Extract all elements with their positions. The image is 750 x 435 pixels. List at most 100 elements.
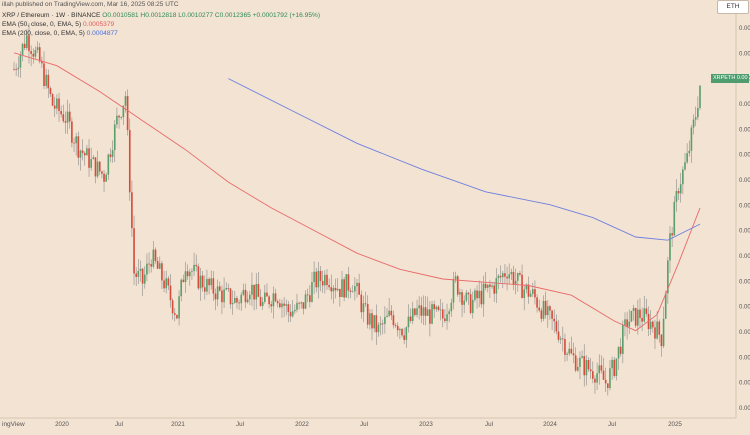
candle-down xyxy=(561,338,564,340)
candle-up xyxy=(686,153,688,163)
candle-down xyxy=(476,290,478,299)
candle-up xyxy=(242,289,245,295)
candle-down xyxy=(103,173,105,182)
y-tick-label: 0.000 xyxy=(739,279,750,285)
candle-down xyxy=(43,63,45,86)
candle-up xyxy=(304,294,307,309)
candle-down xyxy=(396,325,399,331)
candle-down xyxy=(658,321,661,335)
candle-up xyxy=(463,300,466,305)
candle-up xyxy=(622,325,624,354)
candle-up xyxy=(379,323,382,325)
candle-down xyxy=(469,294,472,314)
candle-down xyxy=(244,289,247,303)
legend-ema50[interactable]: EMA (50, close, 0, EMA, 5) 0.0005379 xyxy=(2,21,320,30)
x-tick-label: 2021 xyxy=(171,421,185,428)
candle-down xyxy=(13,68,15,70)
candle-up xyxy=(92,157,95,160)
publish-banner: illah published on TradingView.com, Mar … xyxy=(2,1,179,8)
candle-up xyxy=(264,292,266,302)
candle-up xyxy=(332,287,335,292)
candle-down xyxy=(441,309,444,319)
candle-down xyxy=(289,312,292,317)
legend-ema200[interactable]: EMA (200, close, 0, EMA, 5) 0.0004877 xyxy=(2,30,320,39)
candle-down xyxy=(654,327,656,339)
candle-down xyxy=(409,316,412,322)
candle-up xyxy=(411,308,414,322)
quote-currency-tag[interactable]: ETH xyxy=(717,0,749,14)
candle-down xyxy=(461,292,463,305)
candle-down xyxy=(279,303,281,308)
candle-up xyxy=(508,274,511,279)
candle-down xyxy=(47,74,50,89)
candle-down xyxy=(339,288,341,298)
candle-up xyxy=(699,85,701,108)
candle-up xyxy=(111,150,114,157)
candle-down xyxy=(619,346,622,354)
candle-up xyxy=(679,184,682,194)
candle-down xyxy=(604,379,607,384)
candle-up xyxy=(199,275,202,289)
candle-up xyxy=(682,169,684,185)
candle-down xyxy=(60,111,62,115)
x-tick-label: 2022 xyxy=(295,421,309,428)
candle-up xyxy=(354,286,356,292)
candle-down xyxy=(504,273,506,277)
y-tick-label: 0.000 xyxy=(739,229,750,235)
candle-down xyxy=(480,290,483,305)
candle-down xyxy=(98,161,101,172)
candle-down xyxy=(218,286,221,291)
candle-up xyxy=(656,321,658,339)
candle-down xyxy=(154,249,157,262)
candle-down xyxy=(186,271,189,277)
candle-up xyxy=(523,289,526,299)
candle-down xyxy=(266,292,268,297)
candle-up xyxy=(516,273,519,281)
candle-down xyxy=(15,69,17,70)
candle-down xyxy=(167,278,170,286)
candle-down xyxy=(49,88,52,95)
candle-up xyxy=(416,308,418,315)
candle-up xyxy=(261,301,264,306)
legend-symbol-line: XRP / Ethereum · 1W · BINANCE O0.0010581… xyxy=(2,12,320,21)
symbol-label: XRP / Ethereum · 1W · BINANCE xyxy=(2,12,101,19)
candle-up xyxy=(649,321,652,330)
candle-up xyxy=(255,283,258,300)
candle-up xyxy=(188,271,191,277)
candle-up xyxy=(386,315,388,317)
candle-up xyxy=(611,359,613,369)
candle-up xyxy=(56,98,58,109)
candle-up xyxy=(36,47,39,50)
candle-down xyxy=(62,114,65,122)
x-tick-label: Jul xyxy=(608,421,616,428)
candle-up xyxy=(579,357,581,367)
chart-legend: XRP / Ethereum · 1W · BINANCE O0.0010581… xyxy=(2,12,320,38)
candle-down xyxy=(527,284,530,297)
candle-up xyxy=(216,286,219,300)
candle-down xyxy=(83,152,86,156)
candle-down xyxy=(534,289,536,298)
candle-up xyxy=(637,309,639,326)
candle-down xyxy=(32,53,35,57)
candle-down xyxy=(544,300,547,316)
candle-up xyxy=(568,348,571,354)
candle-down xyxy=(88,148,90,168)
candle-up xyxy=(514,280,517,285)
candle-down xyxy=(358,282,360,295)
candle-up xyxy=(86,148,88,156)
candle-up xyxy=(120,117,123,118)
candle-up xyxy=(246,299,249,303)
candle-up xyxy=(531,289,534,294)
candle-up xyxy=(510,271,513,275)
candle-up xyxy=(143,274,146,284)
candle-up xyxy=(152,249,155,267)
candle-down xyxy=(536,297,538,308)
candle-up xyxy=(90,159,92,168)
candle-up xyxy=(285,304,288,306)
candle-up xyxy=(116,115,118,125)
candle-down xyxy=(570,348,573,354)
candle-up xyxy=(690,127,693,151)
candle-down xyxy=(131,192,133,229)
candle-down xyxy=(30,51,32,54)
